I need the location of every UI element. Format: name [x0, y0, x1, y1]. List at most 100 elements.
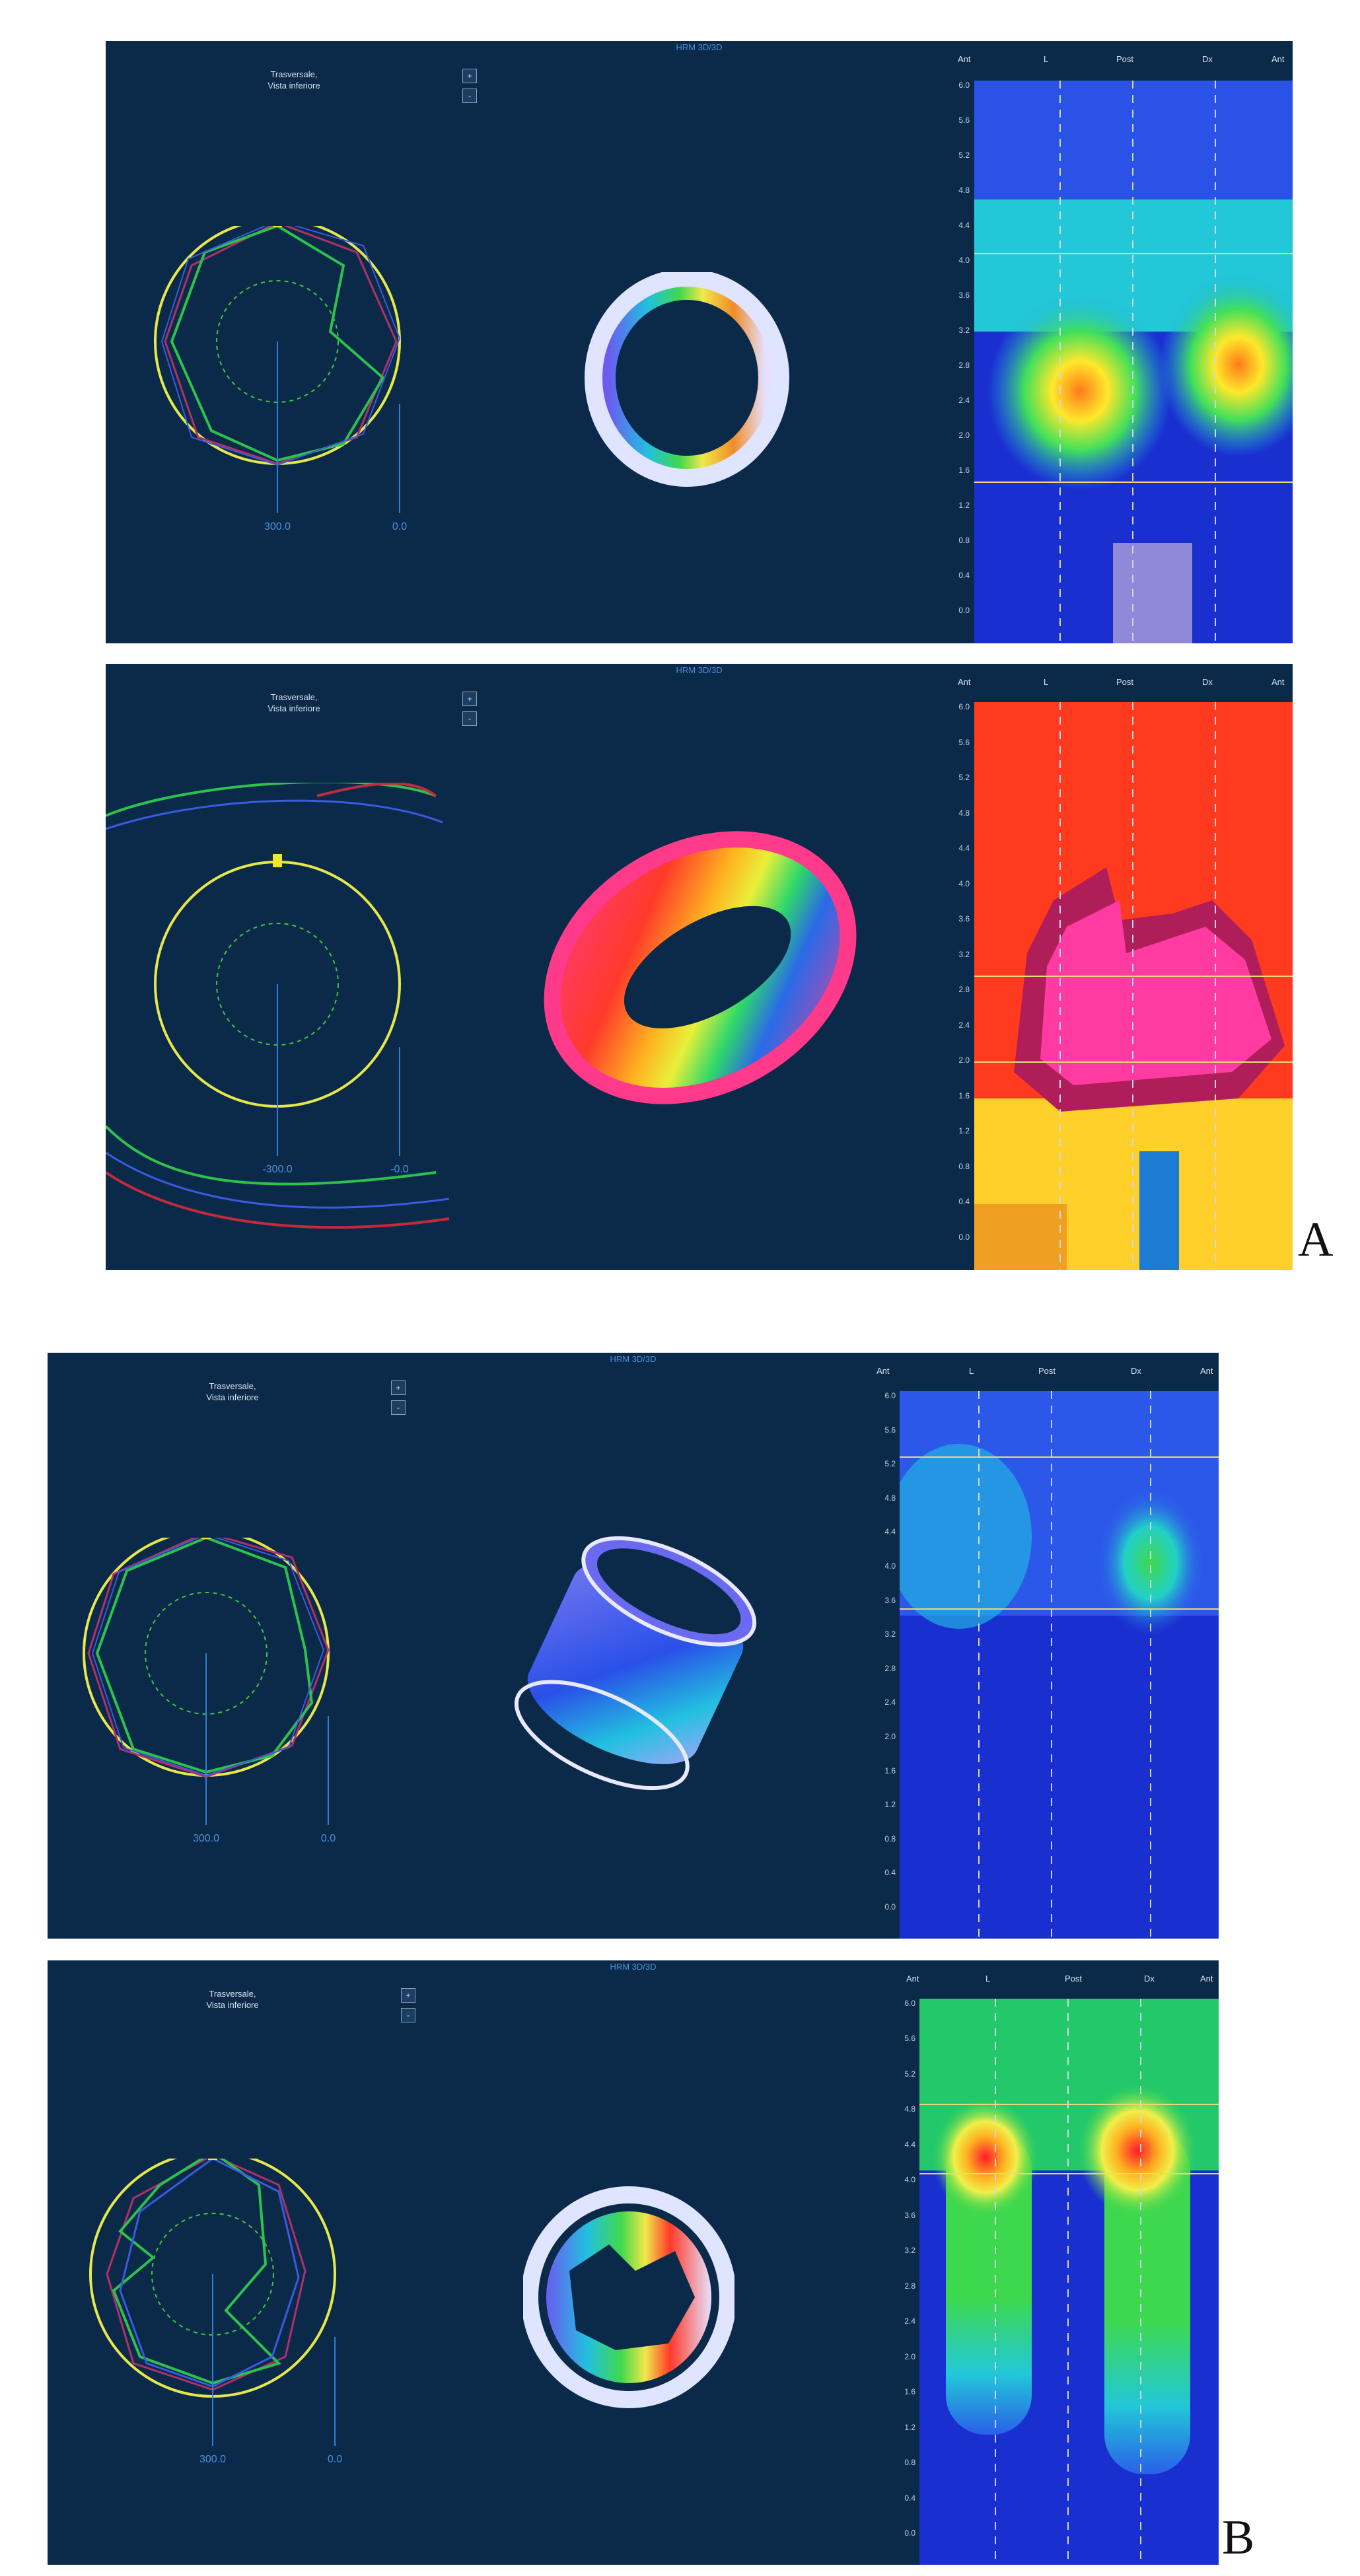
y-tick: 1.2: [884, 1800, 896, 1809]
y-tick: 2.8: [958, 985, 970, 994]
y-tick: 1.2: [958, 501, 970, 510]
heatmap-col-dx: Dx: [1131, 1366, 1141, 1376]
position-marker: [273, 854, 282, 867]
y-tick: 4.4: [904, 2140, 915, 2149]
zoom-out-button[interactable]: -: [462, 89, 477, 103]
view-label-line1: Trasversale,: [209, 1989, 256, 1999]
heatmap-col-post: Post: [1116, 677, 1134, 687]
polar-scale-left: 300.0: [193, 1833, 219, 1844]
view-label-line2: Vista inferiore: [206, 1392, 259, 1402]
y-tick: 2.4: [958, 1020, 970, 1030]
y-tick: 2.0: [958, 431, 970, 440]
view-label: Trasversale, Vista inferiore: [241, 69, 347, 91]
y-tick: 3.2: [884, 1629, 896, 1639]
panel-header: HRM 3D/3D: [676, 665, 723, 675]
polar-scale-left: -300.0: [262, 1164, 292, 1175]
y-tick: 4.8: [958, 808, 970, 818]
y-tick: 3.2: [904, 2246, 915, 2255]
y-tick: 1.6: [958, 466, 970, 475]
y-tick: 4.8: [958, 186, 970, 195]
y-tick: 0.0: [884, 1902, 896, 1912]
heatmap-col-dx: Dx: [1202, 54, 1213, 64]
y-tick: 0.4: [958, 1197, 970, 1206]
position-marker: [208, 2159, 217, 2160]
zoom-out-button[interactable]: -: [391, 1400, 406, 1415]
pressure-heatmap: [974, 81, 1293, 643]
y-tick: 1.6: [904, 2387, 915, 2396]
y-tick: 1.6: [958, 1091, 970, 1100]
polar-scale-right: 0.0: [321, 1833, 336, 1844]
y-tick: 3.6: [904, 2211, 915, 2220]
polar-scale-left: 300.0: [199, 2454, 226, 2465]
polar-scale-left: 300.0: [264, 521, 291, 532]
y-tick: 2.0: [904, 2352, 915, 2361]
heatmap-col-post: Post: [1038, 1366, 1056, 1376]
hrm-panel-b-bottom: HRM 3D/3D Trasversale, Vista inferiore +…: [48, 1960, 1219, 2565]
3d-esophagus-ring: [544, 831, 857, 1104]
hrm-panel-a-bottom: HRM 3D/3D Trasversale, Vista inferiore +…: [106, 664, 1293, 1270]
3d-esophagus-ring: [585, 272, 789, 487]
heatmap-col-dx: Dx: [1144, 1974, 1155, 1984]
polar-scale-right: 0.0: [392, 521, 407, 532]
zoom-out-button[interactable]: -: [462, 711, 477, 726]
y-tick: 4.4: [958, 843, 970, 853]
view-label: Trasversale, Vista inferiore: [180, 1380, 285, 1403]
polar-pressure-plot: 300.0 0.0: [89, 2159, 342, 2465]
heatmap-col-ant-left: Ant: [906, 1974, 919, 1984]
y-tick: 4.4: [958, 221, 970, 230]
y-tick: 0.0: [958, 606, 970, 615]
y-tick: 5.2: [884, 1459, 896, 1468]
y-tick: 2.4: [958, 396, 970, 405]
heatmap-col-ant-right: Ant: [1200, 1366, 1213, 1376]
zoom-in-button[interactable]: +: [462, 69, 477, 83]
y-tick: 5.2: [958, 151, 970, 160]
zoom-in-button[interactable]: +: [462, 692, 477, 706]
y-tick: 0.8: [884, 1834, 896, 1843]
y-tick: 4.8: [884, 1493, 896, 1503]
y-tick: 3.2: [958, 950, 970, 959]
3d-esophagus-ring: [523, 2186, 734, 2408]
y-tick: 5.2: [904, 2069, 915, 2079]
zoom-in-button[interactable]: +: [391, 1380, 406, 1395]
polar-pressure-plot: -300.0 -0.0: [106, 783, 450, 1229]
y-tick: 1.2: [958, 1126, 970, 1135]
y-tick: 0.0: [958, 1233, 970, 1242]
heatmap-col-post: Post: [1065, 1974, 1083, 1984]
y-tick: 2.0: [884, 1732, 896, 1741]
polar-scale-right: 0.0: [328, 2454, 342, 2465]
y-tick: 1.6: [884, 1766, 896, 1775]
position-marker: [273, 226, 282, 227]
y-tick: 0.8: [958, 1162, 970, 1171]
y-tick: 4.0: [958, 256, 970, 265]
y-tick: 4.0: [904, 2175, 915, 2184]
y-tick: 2.4: [884, 1698, 896, 1707]
view-label-line1: Trasversale,: [209, 1381, 256, 1391]
y-tick: 0.8: [958, 536, 970, 545]
heatmap-col-post: Post: [1116, 54, 1134, 64]
heatmap-y-axis: 6.0 5.6 5.2 4.8 4.4 4.0 3.6 3.2 2.8 2.4 …: [869, 1391, 898, 1939]
position-marker: [201, 1538, 211, 1539]
y-tick: 4.0: [958, 879, 970, 888]
y-tick: 6.0: [884, 1391, 896, 1400]
heatmap-col-ant-right: Ant: [1200, 1974, 1213, 1984]
heatmap-col-ant-right: Ant: [1271, 677, 1285, 687]
y-tick: 0.8: [904, 2458, 915, 2467]
y-tick: 0.4: [904, 2493, 915, 2503]
y-tick: 2.4: [904, 2316, 915, 2326]
y-tick: 6.0: [958, 81, 970, 90]
y-tick: 0.0: [904, 2528, 915, 2538]
zoom-in-button[interactable]: +: [401, 1988, 415, 2003]
pressure-heatmap: [900, 1391, 1219, 1939]
hrm-panel-b-top: HRM 3D/3D Trasversale, Vista inferiore +…: [48, 1353, 1219, 1939]
heatmap-y-axis: 6.0 5.6 5.2 4.8 4.4 4.0 3.6 3.2 2.8 2.4 …: [943, 702, 972, 1270]
y-tick: 4.8: [904, 2104, 915, 2114]
zoom-out-button[interactable]: -: [401, 2008, 415, 2022]
y-tick: 5.6: [884, 1425, 896, 1435]
polar-pressure-plot: 300.0 0.0: [154, 226, 407, 532]
panel-header: HRM 3D/3D: [610, 1354, 657, 1364]
heatmap-col-ant-right: Ant: [1271, 54, 1285, 64]
y-tick: 2.8: [904, 2281, 915, 2291]
heatmap-col-ant-left: Ant: [958, 677, 971, 687]
polar-scale-right: -0.0: [390, 1164, 409, 1175]
y-tick: 6.0: [904, 1999, 915, 2008]
